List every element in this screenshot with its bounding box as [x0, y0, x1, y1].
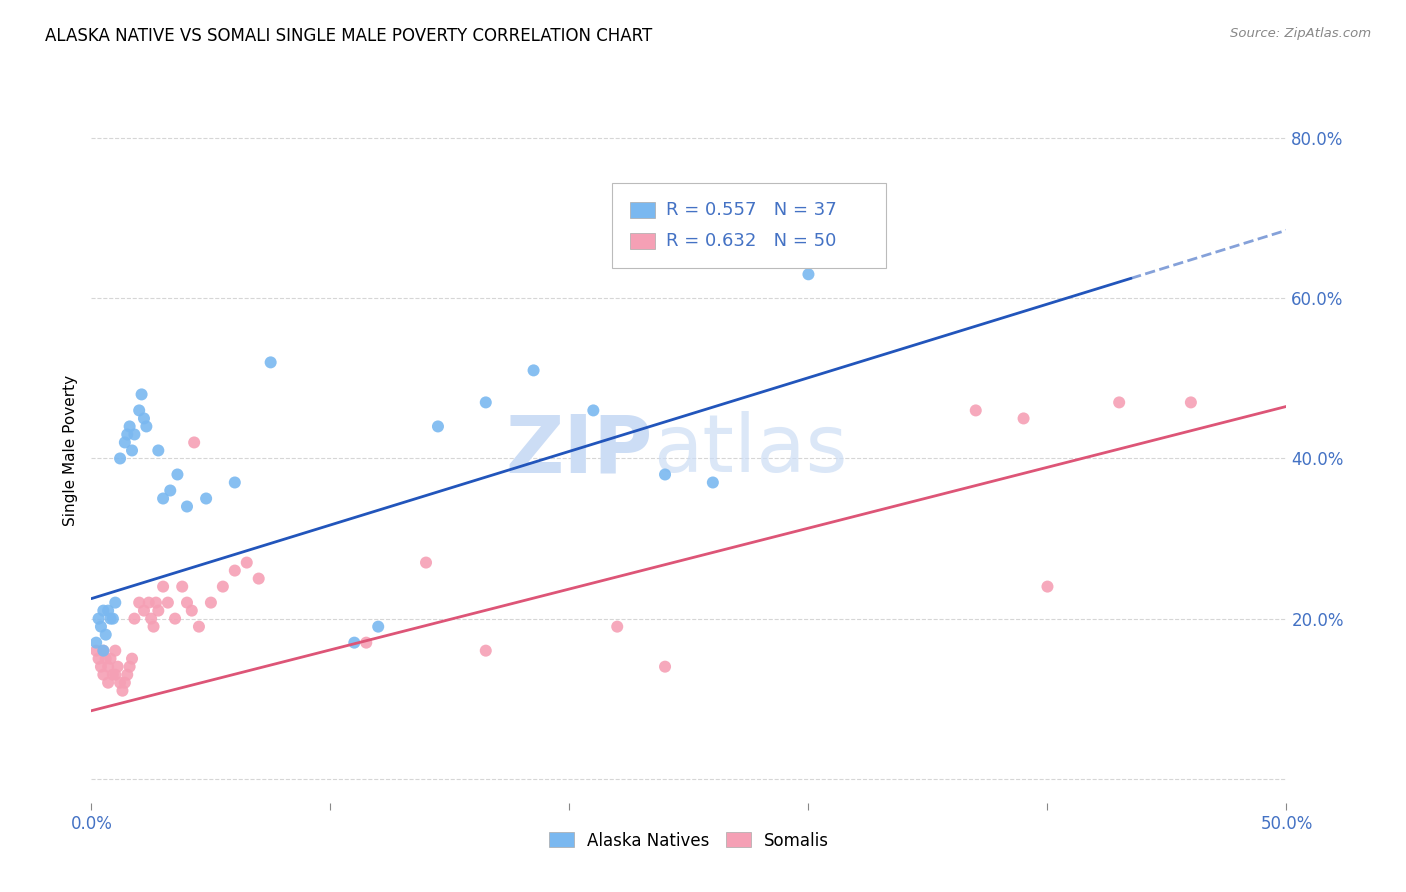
- Point: [114, 435, 136, 450]
- Point: [582, 403, 605, 417]
- Point: [142, 619, 165, 633]
- Point: [100, 651, 122, 665]
- Point: [111, 683, 134, 698]
- Point: [87, 651, 110, 665]
- Point: [654, 467, 676, 482]
- Point: [702, 475, 724, 490]
- Point: [145, 596, 167, 610]
- Point: [107, 659, 129, 673]
- Y-axis label: Single Male Poverty: Single Male Poverty: [62, 375, 77, 526]
- Point: [152, 491, 174, 506]
- Point: [84, 635, 107, 649]
- Legend: Alaska Natives, Somalis: Alaska Natives, Somalis: [540, 823, 838, 858]
- Point: [211, 580, 233, 594]
- Point: [654, 659, 676, 673]
- Point: [152, 580, 174, 594]
- Point: [128, 596, 150, 610]
- Point: [163, 612, 186, 626]
- Point: [138, 596, 160, 610]
- Point: [797, 268, 820, 282]
- Point: [94, 627, 117, 641]
- Text: R = 0.632   N = 50: R = 0.632 N = 50: [666, 232, 837, 250]
- Point: [474, 643, 498, 657]
- Text: ALASKA NATIVE VS SOMALI SINGLE MALE POVERTY CORRELATION CHART: ALASKA NATIVE VS SOMALI SINGLE MALE POVE…: [45, 27, 652, 45]
- Point: [367, 619, 389, 633]
- Point: [93, 667, 114, 681]
- Point: [183, 435, 205, 450]
- Point: [108, 451, 131, 466]
- Point: [93, 643, 114, 657]
- Point: [523, 363, 546, 377]
- Point: [97, 675, 120, 690]
- Point: [474, 395, 498, 409]
- Point: [156, 596, 179, 610]
- Point: [224, 475, 246, 490]
- Point: [104, 596, 127, 610]
- Text: R = 0.557   N = 37: R = 0.557 N = 37: [666, 201, 837, 219]
- Point: [1180, 395, 1202, 409]
- Point: [235, 556, 259, 570]
- Point: [132, 411, 155, 425]
- Point: [93, 604, 114, 618]
- Point: [1108, 395, 1130, 409]
- Point: [104, 667, 127, 681]
- Point: [121, 651, 143, 665]
- Text: atlas: atlas: [652, 411, 848, 490]
- Point: [141, 612, 162, 626]
- Text: Source: ZipAtlas.com: Source: ZipAtlas.com: [1230, 27, 1371, 40]
- Text: ZIP: ZIP: [506, 411, 652, 490]
- Point: [115, 667, 138, 681]
- Point: [159, 483, 181, 498]
- Point: [90, 659, 112, 673]
- Point: [148, 443, 170, 458]
- Point: [121, 443, 143, 458]
- Point: [606, 619, 628, 633]
- Point: [97, 604, 120, 618]
- Point: [93, 643, 114, 657]
- Point: [90, 619, 112, 633]
- Point: [200, 596, 222, 610]
- Point: [131, 387, 153, 401]
- Point: [114, 675, 136, 690]
- Point: [101, 612, 124, 626]
- Point: [94, 651, 117, 665]
- Point: [124, 427, 146, 442]
- Point: [259, 355, 281, 369]
- Point: [1012, 411, 1035, 425]
- Point: [166, 467, 188, 482]
- Point: [415, 556, 437, 570]
- Point: [343, 635, 366, 649]
- Point: [354, 635, 377, 649]
- Point: [115, 427, 138, 442]
- Point: [247, 572, 270, 586]
- Point: [101, 667, 124, 681]
- Point: [100, 612, 122, 626]
- Point: [148, 604, 170, 618]
- Point: [118, 419, 141, 434]
- Point: [108, 675, 131, 690]
- Point: [128, 403, 150, 417]
- Point: [135, 419, 157, 434]
- Point: [965, 403, 987, 417]
- Point: [1036, 580, 1059, 594]
- Point: [176, 500, 198, 514]
- Point: [195, 491, 218, 506]
- Point: [124, 612, 146, 626]
- Point: [104, 643, 127, 657]
- Point: [224, 564, 246, 578]
- Point: [426, 419, 449, 434]
- Point: [87, 612, 110, 626]
- Point: [187, 619, 211, 633]
- Point: [84, 643, 107, 657]
- Point: [132, 604, 155, 618]
- Point: [118, 659, 141, 673]
- Point: [180, 604, 202, 618]
- Point: [97, 659, 120, 673]
- Point: [176, 596, 198, 610]
- Point: [172, 580, 194, 594]
